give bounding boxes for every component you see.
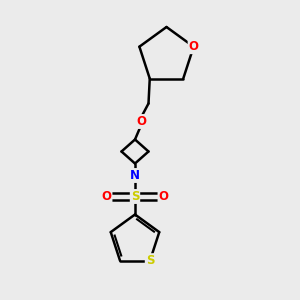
Text: O: O [101, 190, 112, 203]
Text: O: O [189, 40, 199, 53]
Text: N: N [130, 169, 140, 182]
Text: O: O [136, 115, 146, 128]
Text: O: O [158, 190, 169, 203]
Text: S: S [146, 254, 154, 267]
Text: S: S [131, 190, 139, 203]
